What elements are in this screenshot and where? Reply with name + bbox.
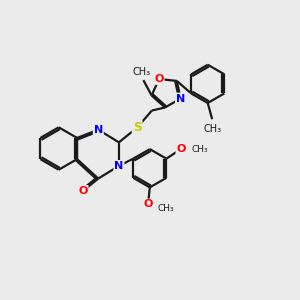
Text: CH₃: CH₃	[203, 124, 221, 134]
Text: CH₃: CH₃	[157, 204, 174, 213]
Text: N: N	[114, 161, 124, 171]
Text: N: N	[94, 125, 103, 135]
Text: O: O	[176, 144, 186, 154]
Text: N: N	[176, 94, 185, 103]
Text: O: O	[144, 200, 153, 209]
Text: O: O	[154, 74, 164, 84]
Text: O: O	[78, 186, 88, 196]
Text: CH₃: CH₃	[133, 67, 151, 76]
Text: S: S	[133, 121, 142, 134]
Text: CH₃: CH₃	[191, 145, 208, 154]
